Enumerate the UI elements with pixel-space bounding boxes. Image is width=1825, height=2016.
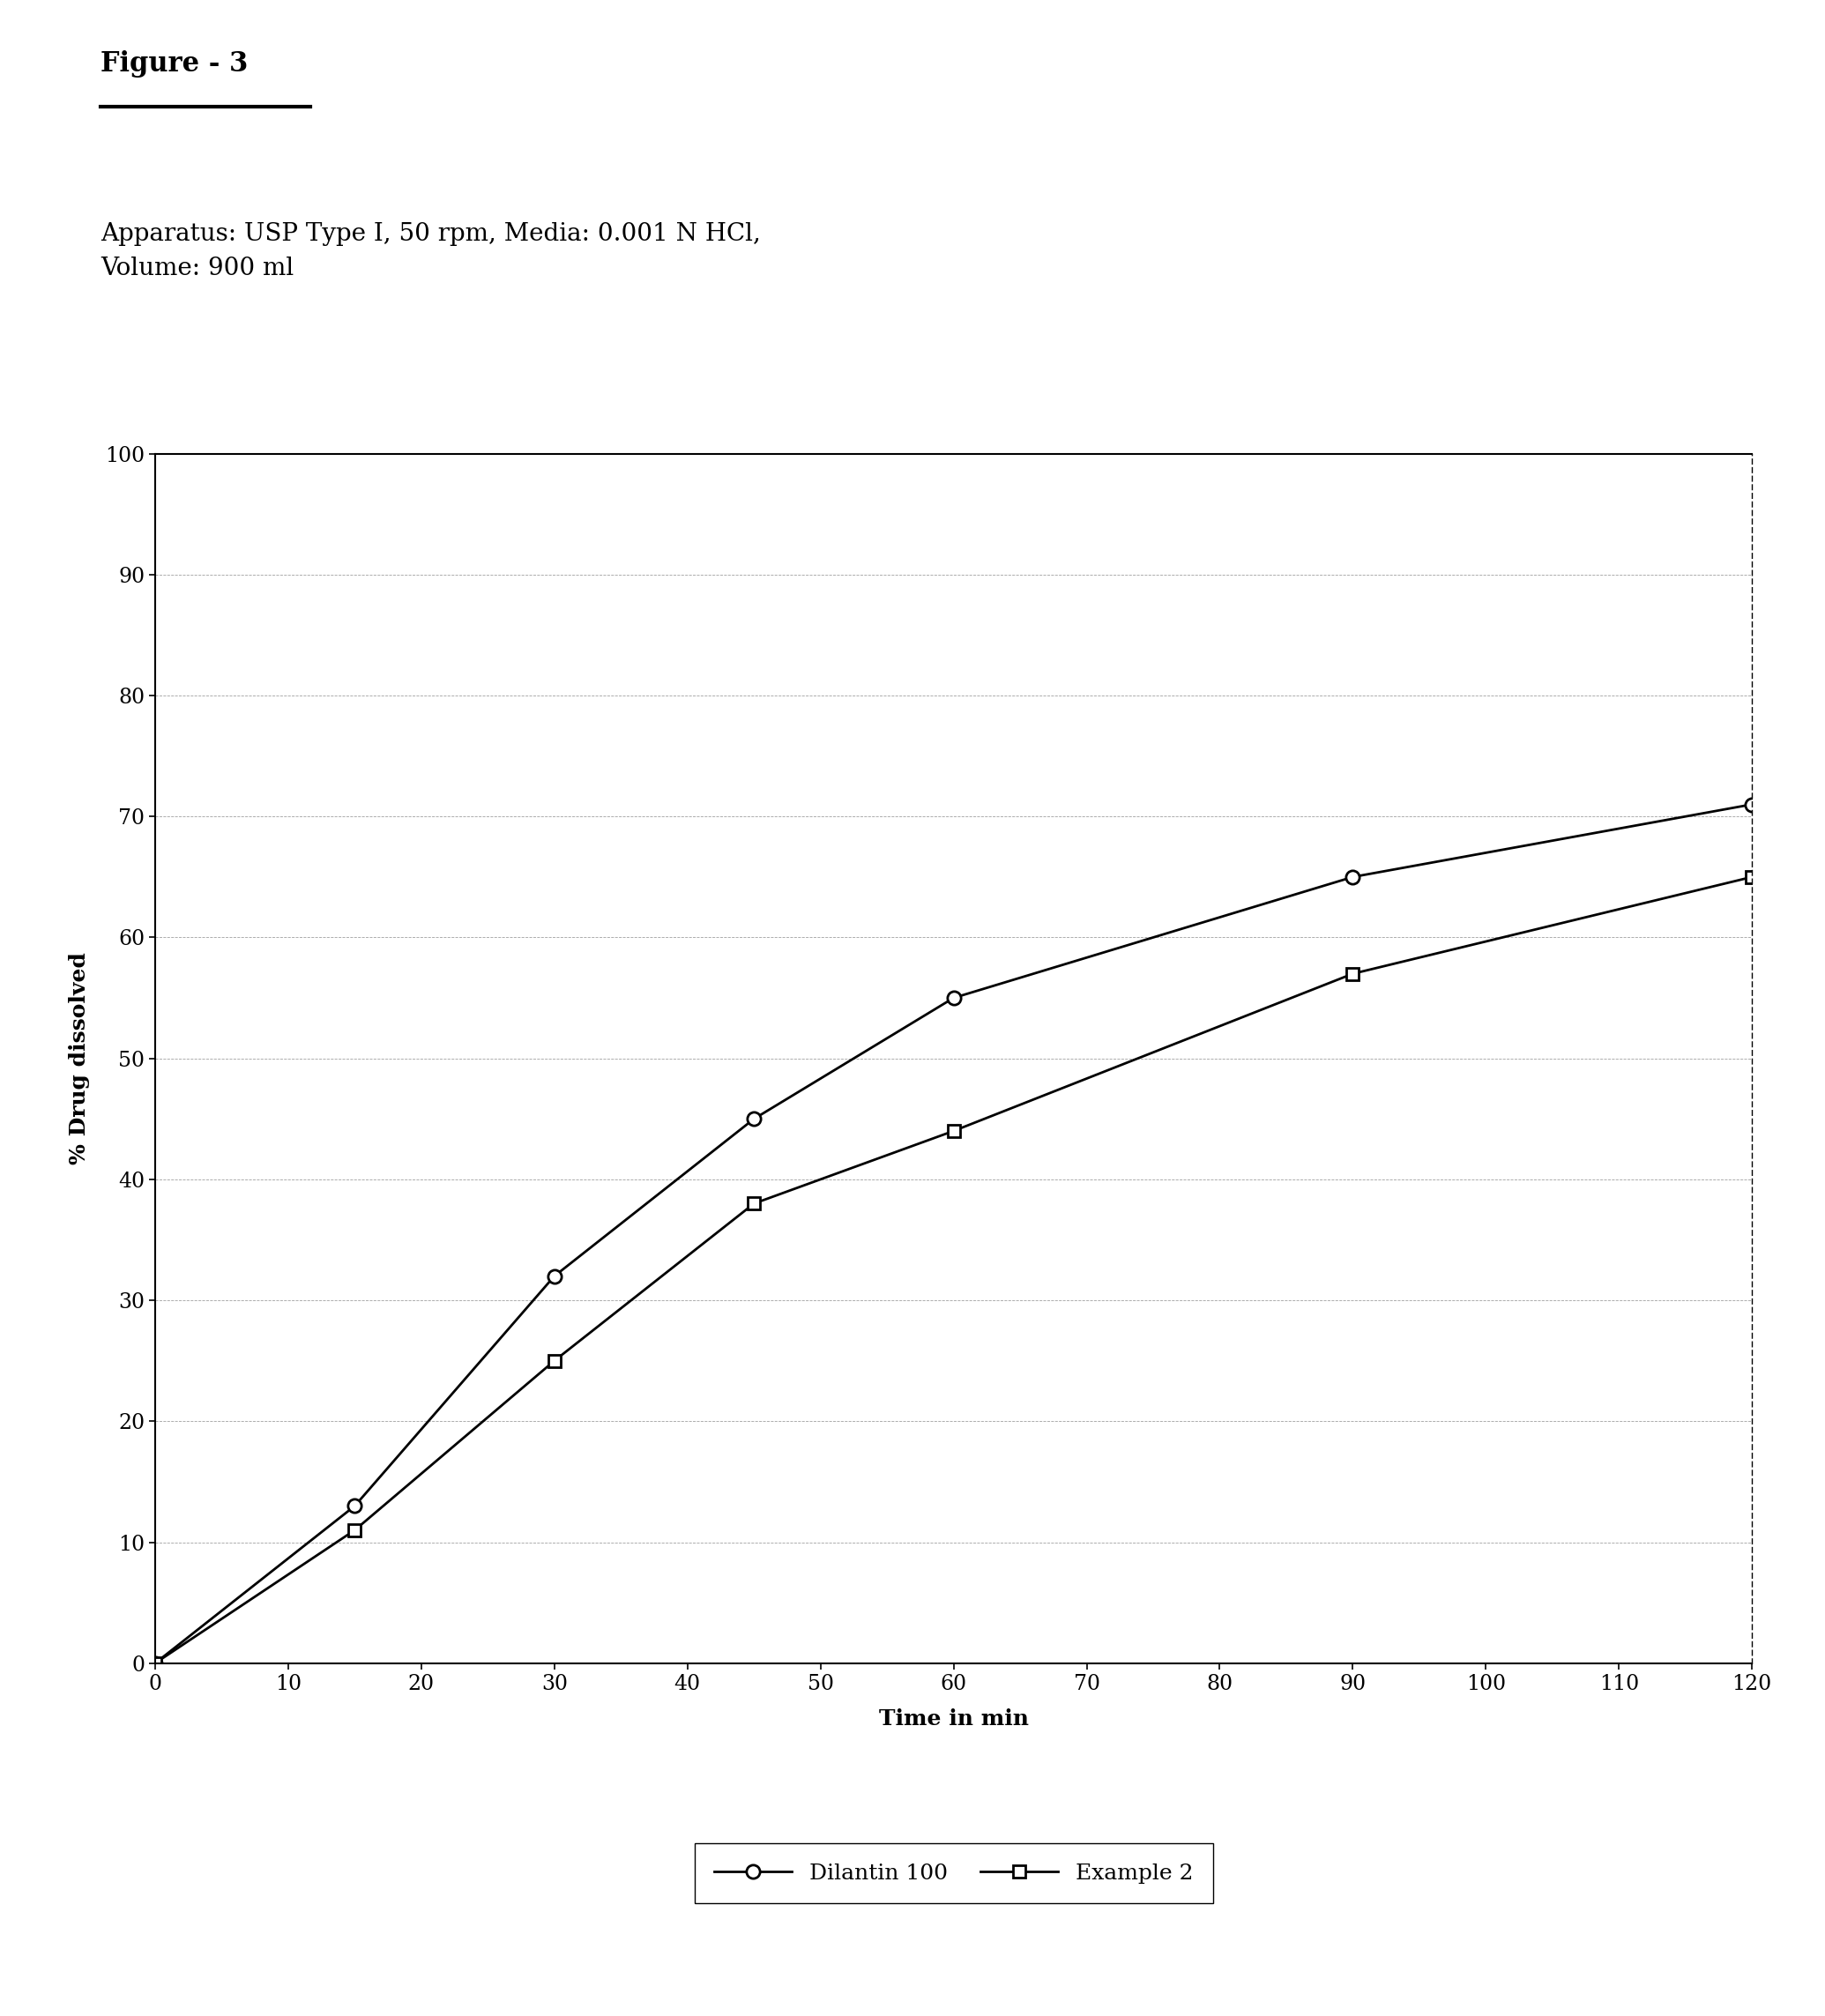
Example 2 — [544, 1349, 566, 1373]
Dilantin 100 — [1741, 792, 1763, 816]
Dilantin 100 — [942, 986, 964, 1010]
X-axis label: Time in min: Time in min — [878, 1710, 1029, 1730]
Example 2 — [743, 1191, 765, 1216]
Example 2 — [1741, 865, 1763, 889]
Line: Dilantin 100: Dilantin 100 — [148, 798, 1759, 1669]
Dilantin 100 — [743, 1107, 765, 1131]
Dilantin 100 — [144, 1651, 166, 1675]
Example 2 — [1341, 962, 1363, 986]
Dilantin 100 — [343, 1494, 365, 1518]
Example 2 — [343, 1518, 365, 1542]
Example 2 — [144, 1651, 166, 1675]
Dilantin 100 — [544, 1264, 566, 1288]
Text: Apparatus: USP Type I, 50 rpm, Media: 0.001 N HCl,
Volume: 900 ml: Apparatus: USP Type I, 50 rpm, Media: 0.… — [100, 222, 761, 280]
Example 2 — [942, 1119, 964, 1143]
Legend: Dilantin 100, Example 2: Dilantin 100, Example 2 — [694, 1843, 1214, 1903]
Line: Example 2: Example 2 — [150, 871, 1757, 1669]
Dilantin 100 — [1341, 865, 1363, 889]
Text: Figure - 3: Figure - 3 — [100, 50, 248, 79]
Y-axis label: % Drug dissolved: % Drug dissolved — [69, 952, 89, 1165]
